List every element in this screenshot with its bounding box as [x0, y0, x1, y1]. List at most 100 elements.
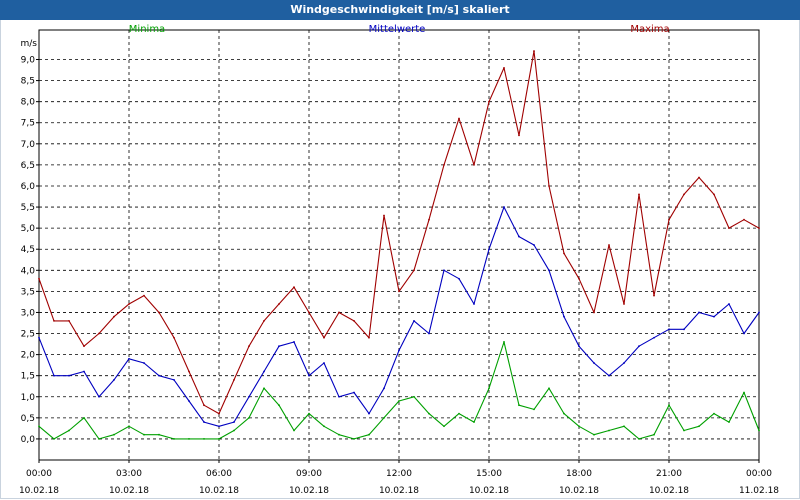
data-point: [263, 387, 265, 390]
data-point: [533, 408, 535, 411]
x-tick-date-label: 10.02.18: [109, 486, 149, 496]
data-point: [233, 379, 235, 381]
y-tick-label: 9,0: [21, 56, 36, 66]
x-tick-time-label: 15:00: [476, 469, 502, 479]
data-point: [38, 336, 40, 339]
series-minima: [38, 341, 760, 440]
data-point: [653, 433, 655, 436]
data-point: [518, 134, 520, 137]
legend-mittelwerte: Mittelwerte: [369, 24, 426, 35]
y-tick-label: 4,0: [21, 266, 36, 276]
grid: [39, 30, 759, 460]
data-point: [428, 332, 430, 335]
y-tick-label: 1,0: [21, 393, 36, 403]
legend-maxima: Maxima: [630, 24, 669, 35]
data-point: [593, 362, 595, 364]
data-point: [203, 438, 205, 440]
data-point: [383, 416, 385, 419]
data-point: [128, 303, 130, 305]
x-tick-date-label: 10.02.18: [469, 486, 509, 496]
data-point: [758, 311, 760, 314]
data-point: [398, 349, 400, 352]
data-point: [653, 294, 655, 297]
data-point: [278, 303, 280, 305]
data-point: [488, 248, 490, 251]
x-tick-time-label: 09:00: [296, 469, 322, 479]
x-tick-time-label: 21:00: [656, 469, 682, 479]
data-point: [128, 425, 130, 428]
x-tick-time-label: 03:00: [116, 469, 142, 479]
data-point: [443, 164, 445, 166]
x-tick-time-label: 00:00: [26, 469, 52, 479]
data-point: [623, 303, 625, 305]
data-point: [428, 412, 430, 415]
data-point: [158, 374, 160, 377]
axes: 0,0 0,5 1,0 1,5 2,0 2,5 3,0 3,5 4,0 4,5 5,0 5,5 6,0 6…: [19, 29, 779, 496]
data-point: [638, 193, 640, 196]
data-point: [593, 433, 595, 436]
data-point: [653, 336, 655, 339]
data-point: [98, 332, 100, 335]
data-point: [293, 286, 295, 289]
data-point: [503, 67, 505, 69]
data-point: [128, 357, 130, 360]
x-tick-time-label: 18:00: [566, 469, 592, 479]
chart-title: Windgeschwindigkeit [m/s] skaliert: [0, 0, 800, 20]
data-point: [563, 315, 565, 318]
data-point: [188, 370, 190, 373]
data-point: [398, 400, 400, 402]
x-tick-date-label: 11.02.18: [739, 486, 779, 496]
data-point: [68, 374, 70, 377]
data-point: [473, 164, 475, 166]
data-point: [548, 185, 550, 187]
y-tick-label: 2,5: [21, 330, 35, 340]
data-point: [413, 319, 415, 322]
data-point: [278, 404, 280, 407]
data-point: [353, 391, 355, 394]
data-point: [623, 362, 625, 364]
data-point: [458, 412, 460, 415]
data-point: [563, 252, 565, 255]
data-point: [83, 370, 85, 373]
data-point: [443, 269, 445, 272]
x-tick-date-label: 10.02.18: [559, 486, 599, 496]
data-point: [728, 421, 730, 423]
data-point: [218, 438, 220, 440]
data-point: [203, 421, 205, 423]
data-point: [518, 235, 520, 238]
data-point: [743, 391, 745, 394]
data-point: [38, 425, 40, 428]
data-point: [578, 425, 580, 428]
data-point: [353, 438, 355, 440]
data-point: [713, 193, 715, 196]
data-point: [113, 379, 115, 381]
data-point: [83, 416, 85, 419]
data-point: [503, 341, 505, 343]
data-point: [263, 319, 265, 322]
data-point: [53, 319, 55, 322]
data-point: [68, 319, 70, 322]
data-point: [638, 438, 640, 440]
data-point: [728, 303, 730, 305]
data-point: [488, 387, 490, 390]
x-tick-time-label: 12:00: [386, 469, 412, 479]
data-point: [743, 332, 745, 335]
x-tick-date-label: 10.02.18: [19, 486, 59, 496]
data-point: [623, 425, 625, 428]
data-point: [698, 176, 700, 179]
data-point: [758, 429, 760, 432]
data-point: [473, 303, 475, 305]
y-tick-label: 3,5: [21, 287, 35, 297]
x-tick-date-label: 10.02.18: [649, 486, 689, 496]
x-tick-date-label: 10.02.18: [289, 486, 329, 496]
y-tick-label: 5,0: [21, 224, 36, 234]
data-point: [713, 412, 715, 415]
x-tick-date-label: 10.02.18: [199, 486, 239, 496]
y-tick-label: 6,0: [21, 182, 36, 192]
data-point: [458, 277, 460, 280]
y-tick-label: 5,5: [21, 203, 35, 213]
data-point: [728, 227, 730, 230]
data-point: [188, 400, 190, 402]
data-point: [323, 362, 325, 364]
data-point: [533, 244, 535, 246]
